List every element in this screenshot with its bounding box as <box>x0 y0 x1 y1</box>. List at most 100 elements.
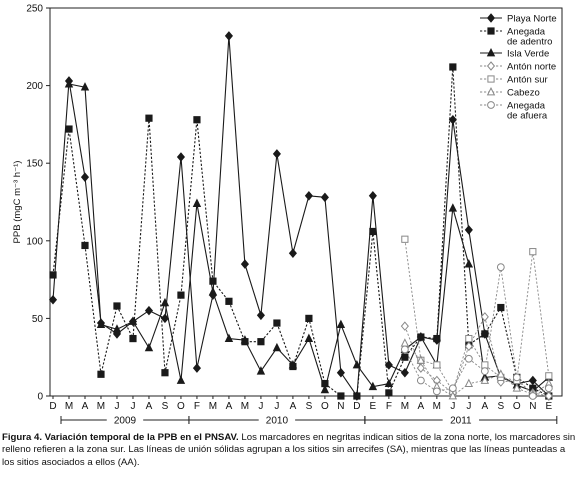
data-point-5 <box>400 338 410 347</box>
y-axis-label: PPB (mgC m⁻³ h⁻¹) <box>12 161 23 244</box>
y-tick-label: 100 <box>26 236 43 247</box>
legend-marker-2 <box>486 47 496 57</box>
data-point-2 <box>448 203 458 212</box>
data-point-0 <box>320 192 329 203</box>
data-point-1 <box>145 114 153 122</box>
data-point-0 <box>224 31 233 41</box>
x-tick-label: A <box>82 401 89 412</box>
x-tick-label: M <box>65 401 73 412</box>
data-point-5 <box>496 369 506 378</box>
data-point-0 <box>272 149 281 159</box>
data-point-0 <box>336 367 345 378</box>
data-point-0 <box>48 295 58 305</box>
data-point-2 <box>304 333 314 342</box>
y-tick-label: 0 <box>37 392 43 403</box>
x-tick-label: O <box>513 401 521 412</box>
data-point-5 <box>464 378 474 387</box>
x-tick-label: S <box>162 401 169 412</box>
data-point-2 <box>240 335 250 344</box>
legend-marker-3 <box>486 61 496 71</box>
data-point-6 <box>544 384 553 393</box>
data-point-2 <box>160 297 170 307</box>
data-point-0 <box>368 191 377 201</box>
data-point-1 <box>481 330 489 338</box>
legend-marker-0 <box>486 13 496 23</box>
x-tick-label: J <box>450 401 455 412</box>
data-point-0 <box>464 225 473 235</box>
data-point-1 <box>113 302 121 310</box>
data-point-2 <box>320 384 330 394</box>
y-tick-label: 150 <box>26 159 43 170</box>
data-point-5 <box>416 355 426 364</box>
data-point-3 <box>464 341 473 352</box>
data-point-1 <box>225 297 233 305</box>
x-tick-label: N <box>337 401 344 412</box>
x-tick-label: J <box>274 401 279 412</box>
data-point-2 <box>288 359 298 369</box>
data-point-6 <box>480 367 489 376</box>
y-tick-label: 200 <box>26 81 43 92</box>
data-point-1 <box>337 392 345 400</box>
plot-frame <box>49 7 563 397</box>
data-point-6 <box>416 376 425 385</box>
series-lines <box>52 35 550 398</box>
data-point-6 <box>448 384 457 393</box>
data-point-0 <box>192 363 202 373</box>
data-point-4 <box>465 334 473 343</box>
x-tick-label: E <box>545 401 552 412</box>
x-tick-label: J <box>258 401 263 412</box>
legend-marker-5 <box>486 86 496 96</box>
data-point-1 <box>97 370 105 378</box>
x-tick-label: A <box>226 401 233 412</box>
data-point-1 <box>433 334 441 343</box>
legend-label-6: Anegada <box>507 101 546 112</box>
x-tick-label: M <box>97 401 105 412</box>
x-tick-label: A <box>290 401 297 412</box>
legend-label-3: Antón norte <box>507 62 556 73</box>
x-tick-label: O <box>321 401 329 412</box>
data-point-3 <box>416 363 425 373</box>
data-point-0 <box>176 152 186 162</box>
data-point-2 <box>80 82 90 91</box>
series-line-0 <box>52 35 550 398</box>
data-point-0 <box>448 114 457 125</box>
data-point-0 <box>400 367 409 378</box>
legend-label-6: de afuera <box>507 111 548 122</box>
data-point-0 <box>528 375 537 386</box>
x-tick-label: A <box>481 401 488 412</box>
data-point-1 <box>81 241 89 250</box>
x-tick-label: M <box>241 401 249 412</box>
x-tick-label: D <box>49 401 56 412</box>
data-point-2 <box>368 381 378 391</box>
data-point-1 <box>401 353 409 361</box>
data-point-2 <box>352 359 362 369</box>
x-tick-label: J <box>130 401 135 412</box>
data-point-0 <box>384 360 393 370</box>
data-point-1 <box>449 63 457 71</box>
data-point-2 <box>336 319 346 329</box>
data-point-1 <box>385 389 393 397</box>
data-point-1 <box>49 271 57 279</box>
data-point-1 <box>257 338 265 346</box>
data-point-5 <box>480 375 490 384</box>
x-tick-label: J <box>466 401 471 412</box>
year-label: 2009 <box>114 416 137 427</box>
legend-marker-6 <box>487 101 495 109</box>
caption-body: Los marcadores en negritas indican sitio… <box>2 432 576 468</box>
x-tick-label: M <box>433 401 441 412</box>
legend-label-4: Antón sur <box>507 75 548 86</box>
x-tick-label: F <box>194 401 200 412</box>
data-point-0 <box>288 248 297 258</box>
x-tick-label: N <box>529 401 536 412</box>
data-point-2 <box>128 316 138 325</box>
x-tick-label: D <box>353 401 360 412</box>
year-label: 2010 <box>266 416 289 427</box>
data-point-2 <box>176 375 186 384</box>
data-point-2 <box>64 79 74 88</box>
data-point-2 <box>256 366 266 375</box>
data-point-6 <box>512 373 521 382</box>
caption-lead: Figura 4. Variación temporal de la PPB e… <box>2 432 239 443</box>
data-point-1 <box>193 116 201 124</box>
